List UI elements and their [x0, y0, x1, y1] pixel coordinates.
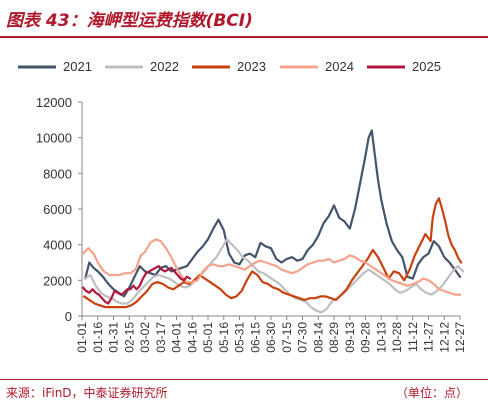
y-tick-label: 10000	[36, 131, 72, 146]
legend-label-2025: 2025	[412, 59, 441, 74]
footer-rule	[0, 379, 488, 380]
x-tick-label: 08-14	[311, 322, 325, 353]
y-tick-label: 0	[65, 309, 72, 324]
x-tick-label: 04-01	[170, 322, 184, 353]
x-tick-label: 12-27	[453, 322, 467, 353]
x-tick-label: 05-31	[233, 322, 247, 353]
page-title: 图表 43：海岬型运费指数(BCI)	[6, 11, 253, 31]
x-tick-label: 04-16	[185, 322, 199, 353]
x-tick-label: 02-15	[122, 322, 136, 353]
x-tick-label: 06-15	[248, 322, 262, 353]
chart-legend: 2021 2022 2023 2024 2025	[18, 59, 441, 74]
x-tick-label: 01-16	[91, 322, 105, 353]
x-tick-label: 10-28	[390, 322, 404, 353]
unit-note: （单位：点）	[395, 386, 468, 400]
x-tick-label: 05-01	[201, 322, 215, 353]
y-tick-label: 6000	[43, 202, 72, 217]
series-line-2023	[82, 197, 463, 309]
source-note: 来源：iFinD，中泰证券研究所	[6, 386, 168, 400]
x-tick-label: 01-01	[75, 322, 89, 353]
x-tick-label: 06-30	[264, 322, 278, 353]
x-tick-label: 10-13	[374, 322, 388, 353]
legend-label-2023: 2023	[237, 59, 266, 74]
legend-label-2022: 2022	[150, 59, 179, 74]
title-bar: 图表 43：海岬型运费指数(BCI)	[0, 0, 488, 40]
y-tick-label: 12000	[36, 95, 72, 110]
bci-line-chart: 2021 2022 2023 2024 2025 0 2000 4000 6000 8000 10…	[18, 59, 467, 353]
legend-item-2025: 2025	[367, 59, 441, 74]
x-tick-label: 08-29	[327, 322, 341, 353]
legend-label-2021: 2021	[63, 59, 92, 74]
x-tick-label: 01-31	[107, 322, 121, 353]
legend-item-2024: 2024	[280, 59, 354, 74]
x-tick-label: 09-28	[359, 322, 373, 353]
legend-label-2024: 2024	[325, 59, 354, 74]
series-line-2022	[84, 238, 465, 314]
x-tick-label: 07-30	[296, 322, 310, 353]
x-axis: 01-01 01-16 01-31 02-15 03-02 03-17 04-01 04-16…	[75, 315, 467, 353]
legend-item-2023: 2023	[192, 59, 266, 74]
series-line-2025	[81, 265, 192, 305]
x-tick-label: 05-16	[217, 322, 231, 353]
title-rule	[0, 36, 488, 38]
x-tick-label: 11-27	[422, 322, 436, 352]
x-tick-label: 03-02	[138, 322, 152, 353]
x-tick-label: 12-12	[437, 322, 451, 353]
plot-area	[81, 129, 465, 314]
x-tick-label: 03-17	[154, 322, 168, 353]
x-tick-label: 09-13	[343, 322, 357, 353]
x-tick-label: 11-12	[406, 322, 420, 352]
series-line-2021	[84, 129, 462, 298]
series-line-2024	[81, 238, 462, 296]
y-axis: 0 2000 4000 6000 8000 10000 12000	[36, 95, 83, 324]
x-tick-label: 07-15	[280, 322, 294, 353]
legend-item-2021: 2021	[18, 59, 92, 74]
y-tick-label: 2000	[43, 273, 72, 288]
y-tick-label: 4000	[43, 238, 72, 253]
y-tick-label: 8000	[43, 166, 72, 181]
legend-item-2022: 2022	[105, 59, 179, 74]
